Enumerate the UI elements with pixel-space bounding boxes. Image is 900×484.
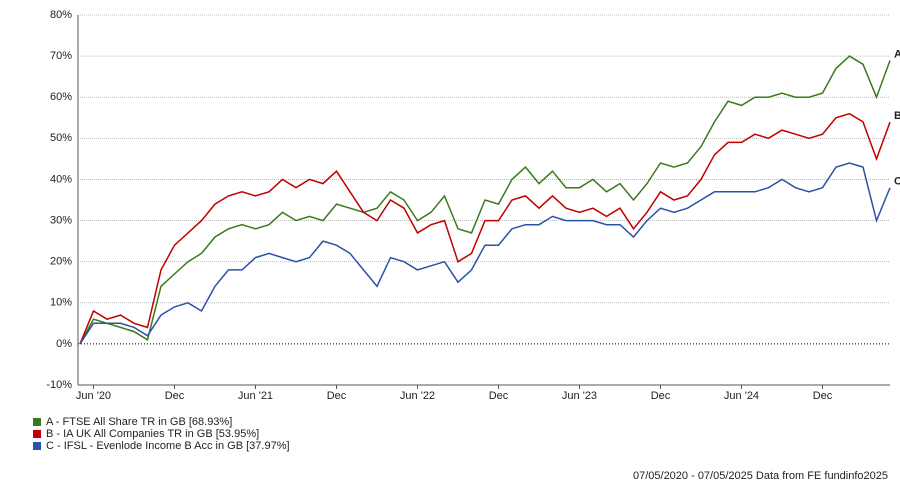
- x-tick-label: Dec: [165, 390, 185, 402]
- series-line: [79, 112, 891, 345]
- y-tick-label: 50%: [50, 132, 72, 144]
- legend-label: B - IA UK All Companies TR in GB [53.95%…: [46, 428, 259, 440]
- legend-label: C - IFSL - Evenlode Income B Acc in GB […: [46, 440, 290, 452]
- y-tick-label: 70%: [50, 50, 72, 62]
- legend-label: A - FTSE All Share TR in GB [68.93%]: [46, 416, 232, 428]
- x-tick-label: Jun '24: [724, 390, 759, 402]
- footer: 07/05/2020 - 07/05/2025 Data from FE fun…: [633, 470, 888, 482]
- x-tick-label: Jun '21: [238, 390, 273, 402]
- series-line: [79, 162, 891, 345]
- y-tick-label: 60%: [50, 91, 72, 103]
- x-tick-label: Dec: [327, 390, 347, 402]
- x-tick-label: Dec: [651, 390, 671, 402]
- x-tick-label: Dec: [489, 390, 509, 402]
- y-tick-label: -10%: [46, 379, 72, 391]
- x-tick-label: Jun '20: [76, 390, 111, 402]
- y-tick-label: 20%: [50, 256, 72, 268]
- y-tick-label: 40%: [50, 173, 72, 185]
- x-tick-label: Jun '23: [562, 390, 597, 402]
- end-label: C: [894, 176, 900, 188]
- y-tick-label: 30%: [50, 214, 72, 226]
- series-line: [79, 55, 891, 345]
- legend-swatch: [33, 430, 41, 438]
- y-tick-label: 0%: [56, 338, 72, 350]
- end-label: B: [894, 110, 900, 122]
- x-tick-label: Dec: [813, 390, 833, 402]
- y-tick-label: 80%: [50, 9, 72, 21]
- y-tick-label: 10%: [50, 297, 72, 309]
- x-tick-label: Jun '22: [400, 390, 435, 402]
- legend-swatch: [33, 418, 41, 426]
- legend-swatch: [33, 442, 41, 450]
- end-label: A: [894, 48, 900, 60]
